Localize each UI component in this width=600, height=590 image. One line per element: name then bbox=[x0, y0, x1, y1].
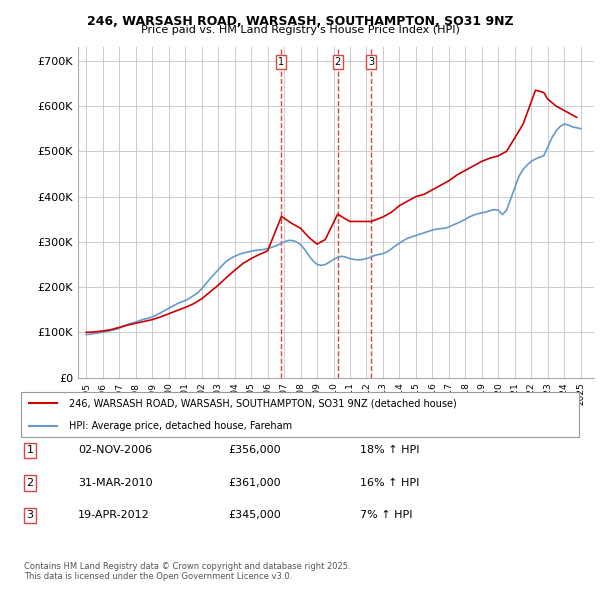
Text: 246, WARSASH ROAD, WARSASH, SOUTHAMPTON, SO31 9NZ (detached house): 246, WARSASH ROAD, WARSASH, SOUTHAMPTON,… bbox=[69, 398, 457, 408]
Text: Contains HM Land Registry data © Crown copyright and database right 2025.
This d: Contains HM Land Registry data © Crown c… bbox=[24, 562, 350, 581]
Text: 7% ↑ HPI: 7% ↑ HPI bbox=[360, 510, 413, 520]
Text: £356,000: £356,000 bbox=[228, 445, 281, 455]
Text: 1: 1 bbox=[278, 57, 284, 67]
Text: 2: 2 bbox=[26, 478, 34, 488]
Text: HPI: Average price, detached house, Fareham: HPI: Average price, detached house, Fare… bbox=[69, 421, 292, 431]
Text: 2: 2 bbox=[335, 57, 341, 67]
Text: £345,000: £345,000 bbox=[228, 510, 281, 520]
Text: 18% ↑ HPI: 18% ↑ HPI bbox=[360, 445, 419, 455]
Text: 02-NOV-2006: 02-NOV-2006 bbox=[78, 445, 152, 455]
Text: Price paid vs. HM Land Registry's House Price Index (HPI): Price paid vs. HM Land Registry's House … bbox=[140, 25, 460, 35]
Text: 3: 3 bbox=[368, 57, 374, 67]
Text: 246, WARSASH ROAD, WARSASH, SOUTHAMPTON, SO31 9NZ: 246, WARSASH ROAD, WARSASH, SOUTHAMPTON,… bbox=[86, 15, 514, 28]
Text: 3: 3 bbox=[26, 510, 34, 520]
FancyBboxPatch shape bbox=[21, 392, 579, 437]
Text: 1: 1 bbox=[26, 445, 34, 455]
Text: 19-APR-2012: 19-APR-2012 bbox=[78, 510, 150, 520]
Text: 16% ↑ HPI: 16% ↑ HPI bbox=[360, 478, 419, 488]
Text: 31-MAR-2010: 31-MAR-2010 bbox=[78, 478, 152, 488]
Text: £361,000: £361,000 bbox=[228, 478, 281, 488]
